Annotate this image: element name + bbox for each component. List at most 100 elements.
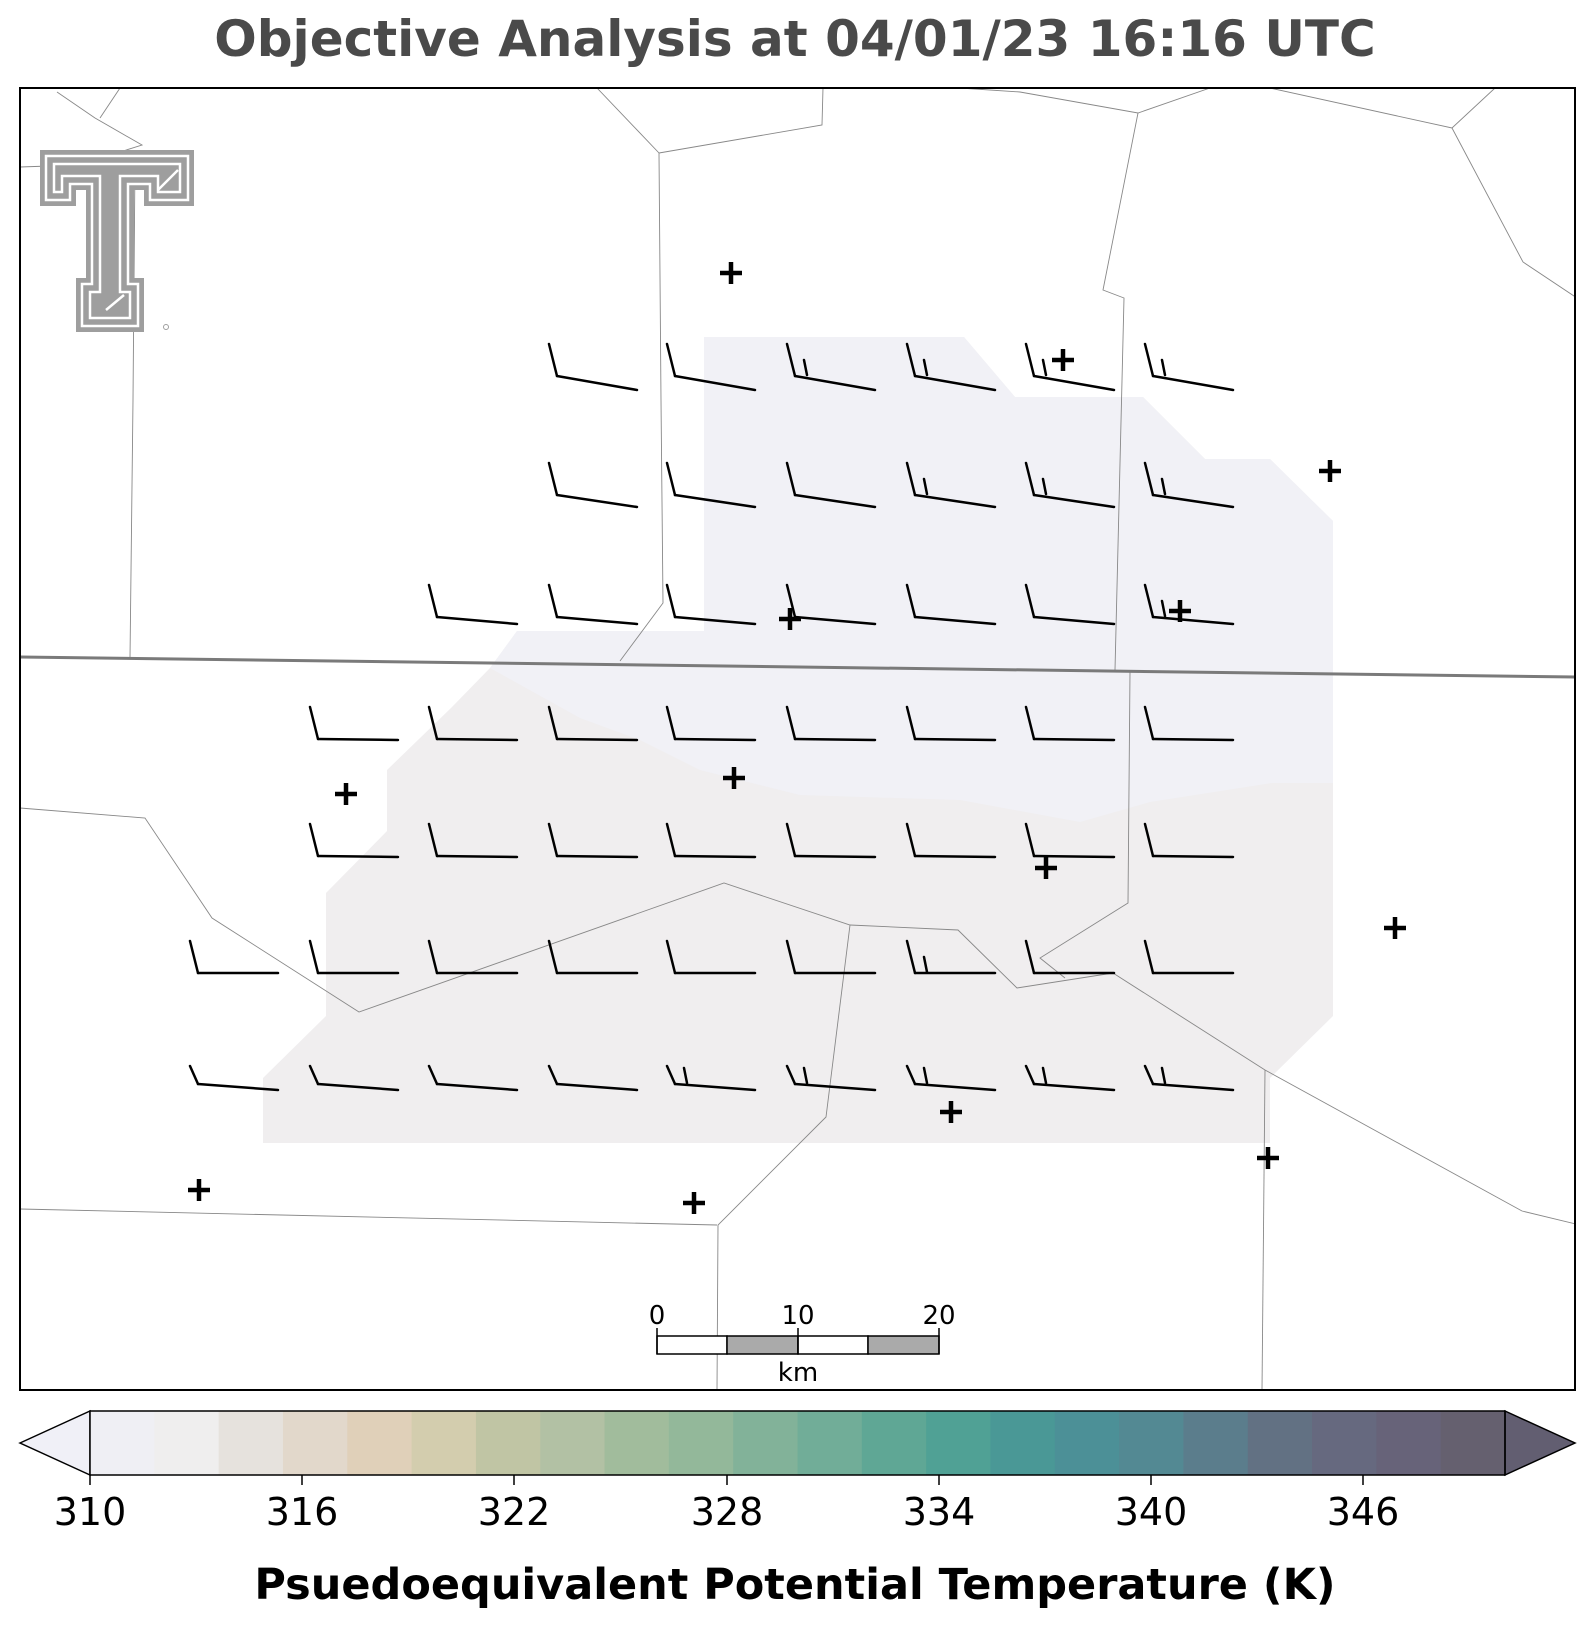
station-marker (335, 783, 357, 805)
wind-barb (665, 705, 757, 742)
colorbar-cell (540, 1411, 606, 1475)
wind-barb (905, 939, 997, 975)
wind-barb (905, 705, 997, 742)
wind-barb (308, 822, 400, 859)
colorbar-cell (282, 1411, 348, 1475)
colorbar-cell (604, 1411, 670, 1475)
colorbar-cell (990, 1411, 1056, 1475)
colorbar-tick-label: 322 (478, 1490, 551, 1534)
wind-barb (785, 583, 877, 626)
wind-barb (1024, 939, 1116, 975)
wind-barb (547, 583, 639, 626)
station-marker (1035, 857, 1057, 879)
wind-barb (547, 705, 639, 742)
wind-barb (665, 461, 757, 509)
map-title: Objective Analysis at 04/01/23 16:16 UTC (214, 10, 1376, 68)
colorbar-cell (1440, 1411, 1506, 1475)
wind-barb (1143, 939, 1235, 975)
wind-barb (905, 822, 997, 859)
wind-barb (1024, 583, 1116, 626)
wind-barb (1024, 1064, 1116, 1092)
colorbar-over-arrow (1504, 1409, 1577, 1477)
wind-barb (427, 705, 519, 742)
colorbar-cell (154, 1411, 220, 1475)
colorbar-cell (1054, 1411, 1120, 1475)
wind-barb (547, 939, 639, 975)
colorbar-cell (1119, 1411, 1184, 1475)
station-marker (1052, 349, 1074, 371)
wind-barb (785, 705, 877, 742)
colorbar-cell (1247, 1411, 1313, 1475)
wind-barb (1024, 822, 1116, 859)
colorbar-cell (926, 1411, 991, 1475)
scale-seg-3 (797, 1335, 869, 1355)
colorbar: 310 316 322 328 334 340 346 (18, 1409, 1577, 1534)
station-marker (1257, 1147, 1279, 1169)
wind-barb (308, 1064, 400, 1092)
wind-barb (427, 583, 519, 626)
texas-tech-logo (40, 150, 194, 332)
scale-seg-2 (726, 1335, 799, 1355)
colorbar-tick-label: 346 (1327, 1490, 1400, 1534)
wind-barb (785, 822, 877, 859)
colorbar-cell (90, 1411, 155, 1475)
station-markers (188, 262, 1406, 1214)
wind-barb (1024, 705, 1116, 742)
wind-barb (1024, 461, 1116, 509)
wind-barb (905, 583, 997, 626)
wind-barb (188, 939, 280, 975)
wind-barb (785, 1064, 877, 1092)
wind-barb (308, 939, 400, 975)
scale-unit: km (778, 1358, 818, 1388)
wind-barb (785, 342, 877, 392)
station-marker (683, 1192, 705, 1214)
scale-tick-0: 0 (649, 1301, 666, 1331)
colorbar-cell (218, 1411, 284, 1475)
colorbar-cell (1376, 1411, 1442, 1475)
wind-barb (905, 1064, 997, 1092)
state-boundary (19, 655, 1576, 679)
colorbar-cell (475, 1411, 541, 1475)
colorbar-cell (1183, 1411, 1249, 1475)
wind-barb (785, 939, 877, 975)
colorbar-tick-label: 316 (266, 1490, 339, 1534)
wind-barb (665, 939, 757, 975)
wind-barb (785, 461, 877, 509)
colorbar-tick-label: 310 (54, 1490, 127, 1534)
wind-barb (427, 939, 519, 975)
scale-seg-1 (656, 1335, 728, 1355)
wind-barb (665, 822, 757, 859)
map-frame (19, 87, 1576, 1391)
wind-barb (188, 1064, 280, 1092)
colorbar-tick-label: 340 (1115, 1490, 1188, 1534)
wind-barb (547, 342, 639, 392)
colorbar-cell (861, 1411, 927, 1475)
colorbar-tick-label: 334 (903, 1490, 976, 1534)
wind-barb (905, 461, 997, 509)
station-marker (720, 262, 742, 284)
station-marker (723, 767, 745, 789)
wind-barb (1143, 583, 1235, 626)
wind-barb (547, 461, 639, 509)
wind-barb (1143, 1064, 1235, 1092)
scale-bar: 0 10 20 km (649, 1301, 956, 1388)
colorbar-cell (797, 1411, 863, 1475)
colorbar-under-arrow (18, 1409, 91, 1477)
station-marker (779, 608, 801, 630)
wind-barb (308, 705, 400, 742)
colorbar-cell (1312, 1411, 1377, 1475)
wind-barb (547, 822, 639, 859)
wind-barb (1143, 342, 1235, 392)
scale-seg-4 (867, 1335, 940, 1355)
wind-barb (427, 822, 519, 859)
wind-barb (665, 583, 757, 626)
wind-barb (665, 1064, 757, 1092)
colorbar-cell (733, 1411, 798, 1475)
wind-barb (905, 342, 997, 392)
scale-tick-10: 10 (781, 1301, 814, 1331)
station-marker (1319, 460, 1341, 482)
wind-barb (665, 342, 757, 392)
wind-barb (1024, 342, 1116, 392)
wind-barb (1143, 822, 1235, 859)
